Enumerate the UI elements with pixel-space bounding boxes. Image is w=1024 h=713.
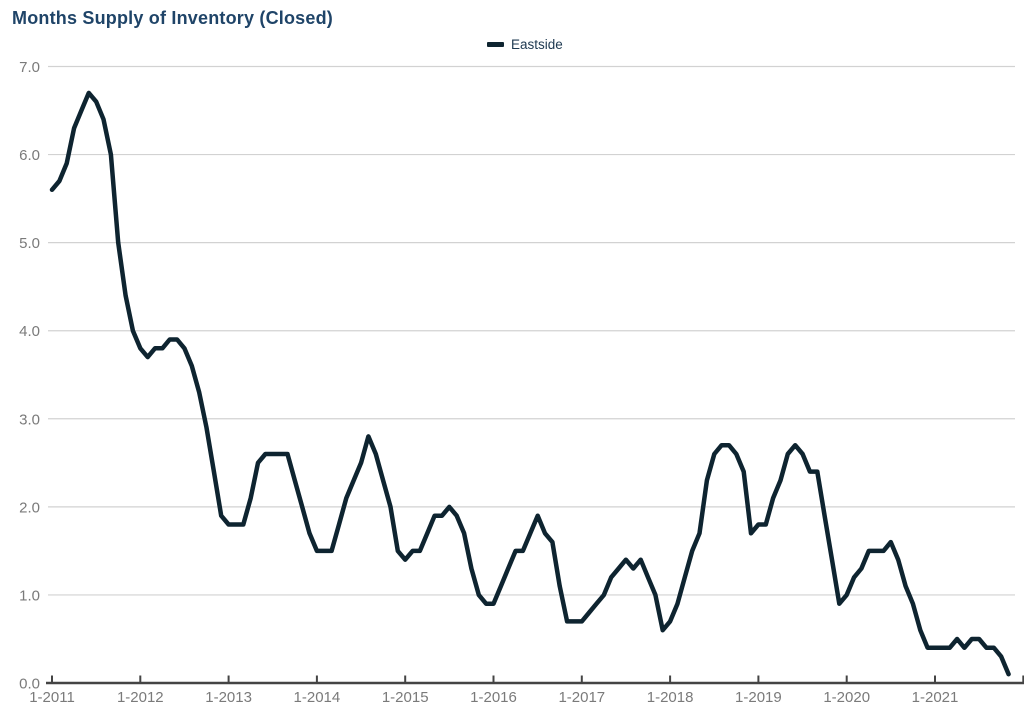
x-tick-label: 1-2020: [823, 689, 870, 706]
x-tick-label: 1-2018: [647, 689, 694, 706]
y-tick-label: 3.0: [19, 411, 40, 428]
x-tick-label: 1-2014: [294, 689, 341, 706]
y-tick-label: 6.0: [19, 147, 40, 164]
x-tick-label: 1-2013: [205, 689, 252, 706]
y-tick-label: 4.0: [19, 323, 40, 340]
series-lines: [49, 90, 1011, 677]
gridlines: [48, 65, 1015, 596]
x-axis-labels: 1-2011 1-2012 1-2013 1-2014 1-2015 1-2016 1-20…: [29, 689, 958, 706]
y-axis-labels: 0.0 1.0 2.0 3.0 4.0 5.0 6.0 7.0: [19, 59, 40, 693]
y-tick-label: 0.0: [19, 676, 40, 693]
legend-line-swatch: [487, 42, 504, 47]
x-tick-label: 1-2021: [912, 689, 959, 706]
x-tick-label: 1-2019: [735, 689, 782, 706]
x-axis: [46, 675, 1024, 685]
x-tick-label: 1-2015: [382, 689, 429, 706]
y-tick-label: 2.0: [19, 499, 40, 516]
chart-title: Months Supply of Inventory (Closed): [12, 8, 333, 28]
x-tick-label: 1-2016: [470, 689, 517, 706]
y-tick-label: 1.0: [19, 587, 40, 604]
y-tick-label: 5.0: [19, 235, 40, 252]
x-tick-label: 1-2011: [29, 689, 75, 706]
y-tick-label: 7.0: [19, 59, 40, 76]
legend: Eastside: [487, 37, 563, 52]
x-tick-label: 1-2012: [117, 689, 164, 706]
series-line-eastside: [49, 90, 1011, 677]
legend-label: Eastside: [511, 37, 563, 52]
x-tick-label: 1-2017: [558, 689, 605, 706]
